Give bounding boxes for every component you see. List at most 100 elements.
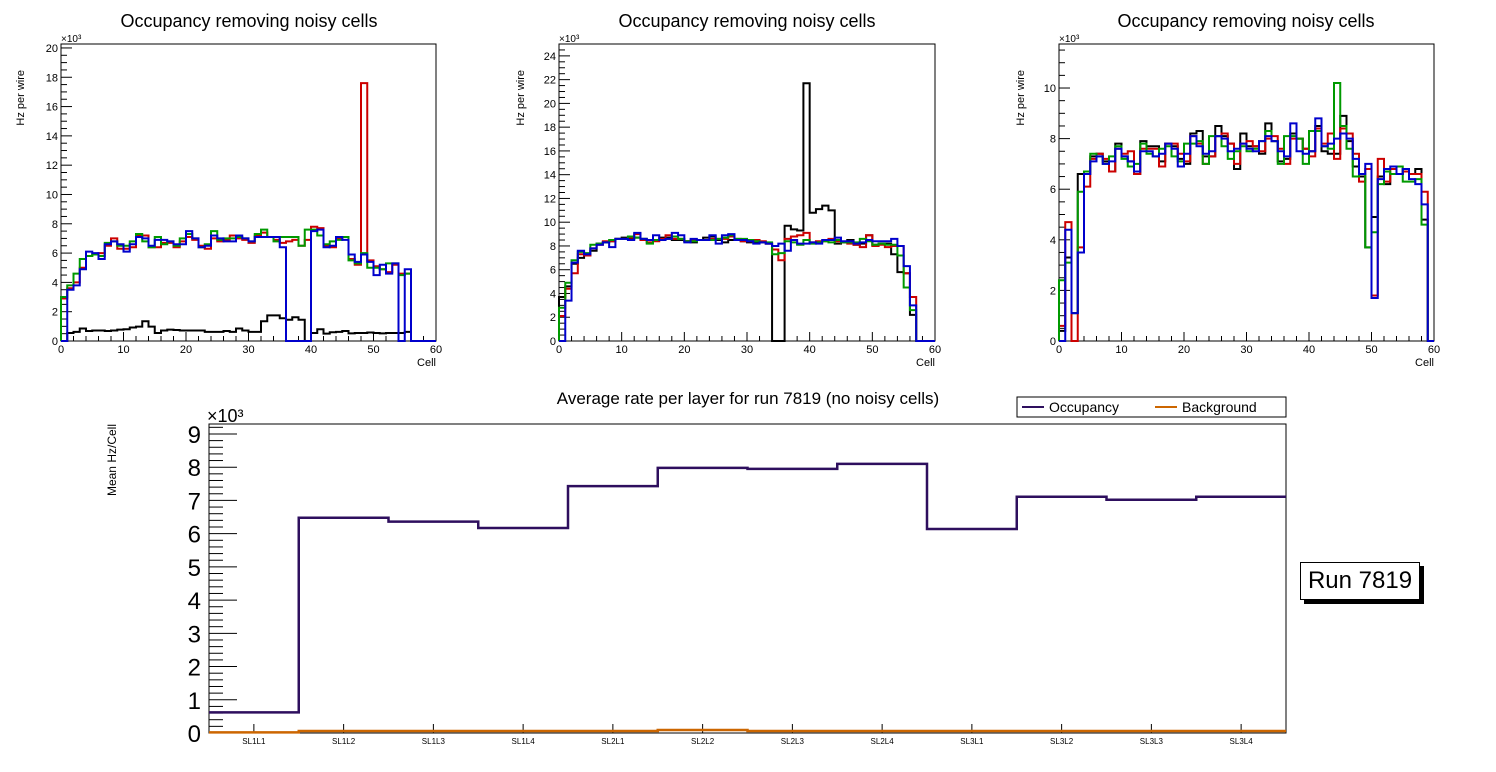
y-tick-label: 4 bbox=[52, 277, 58, 289]
histogram-series-green bbox=[558, 234, 935, 342]
y-tick-label: 10 bbox=[46, 189, 58, 201]
panel-title: Occupancy removing noisy cells bbox=[1117, 11, 1374, 31]
y-tick-label: 16 bbox=[46, 102, 58, 114]
panel-title: Occupancy removing noisy cells bbox=[120, 11, 377, 31]
x-tick-label: SL1L4 bbox=[512, 737, 536, 746]
x-tick-label: 50 bbox=[1365, 344, 1377, 356]
histogram-series-black bbox=[558, 82, 935, 342]
x-tick-label: SL2L3 bbox=[781, 737, 805, 746]
y-tick-label: 0 bbox=[52, 336, 58, 348]
histogram-panel-2: Occupancy removing noisy cells Hz per wir… bbox=[515, 11, 941, 369]
y-axis-exponent: ×10³ bbox=[61, 34, 82, 45]
panel-title: Occupancy removing noisy cells bbox=[618, 11, 875, 31]
y-tick-label: 20 bbox=[544, 98, 556, 110]
x-tick-label: 60 bbox=[929, 344, 941, 356]
x-tick-label: 10 bbox=[1115, 344, 1127, 356]
x-tick-label: SL1L1 bbox=[242, 737, 266, 746]
x-tick-label: 0 bbox=[556, 344, 562, 356]
histogram-series-black bbox=[61, 314, 436, 342]
histogram-series-blue bbox=[559, 231, 935, 342]
x-tick-label: 30 bbox=[242, 344, 254, 356]
histogram-panel-3: Occupancy removing noisy cells Hz per wir… bbox=[1015, 11, 1440, 369]
x-tick-label: 60 bbox=[430, 344, 442, 356]
x-tick-label: 40 bbox=[305, 344, 317, 356]
y-axis-exponent: ×10³ bbox=[1059, 34, 1080, 45]
histogram-series-blue bbox=[61, 228, 436, 342]
y-tick-label: 4 bbox=[550, 288, 556, 300]
layer-rate-chart: Average rate per layer for run 7819 (no … bbox=[105, 389, 1287, 748]
y-tick-label: 14 bbox=[544, 170, 556, 182]
x-tick-label: 10 bbox=[117, 344, 129, 356]
x-tick-label: SL2L2 bbox=[691, 737, 715, 746]
x-tick-label: 0 bbox=[1056, 344, 1062, 356]
y-tick-label: 2 bbox=[52, 307, 58, 319]
x-tick-label: 40 bbox=[804, 344, 816, 356]
y-tick-label: 16 bbox=[544, 146, 556, 158]
chart-title: Average rate per layer for run 7819 (no … bbox=[557, 389, 939, 408]
y-tick-label: 7 bbox=[188, 488, 201, 515]
legend-label-occupancy: Occupancy bbox=[1049, 399, 1119, 415]
y-tick-label: 12 bbox=[544, 193, 556, 205]
y-tick-label: 0 bbox=[1050, 336, 1056, 348]
y-tick-label: 4 bbox=[188, 588, 201, 615]
y-axis-label: Hz per wire bbox=[15, 70, 27, 126]
histogram-series-red bbox=[558, 231, 935, 342]
y-axis-label: Hz per wire bbox=[1015, 70, 1027, 126]
x-tick-label: SL1L3 bbox=[422, 737, 446, 746]
x-tick-label: SL1L2 bbox=[332, 737, 356, 746]
x-tick-label: 30 bbox=[1240, 344, 1252, 356]
y-tick-label: 8 bbox=[52, 219, 58, 231]
x-tick-label: 50 bbox=[866, 344, 878, 356]
y-tick-label: 8 bbox=[550, 241, 556, 253]
legend-label-background: Background bbox=[1182, 399, 1257, 415]
x-tick-label: 30 bbox=[741, 344, 753, 356]
run-label-box: Run 7819 bbox=[1300, 562, 1420, 600]
y-tick-label: 5 bbox=[188, 555, 201, 582]
y-axis-exponent: ×10³ bbox=[559, 34, 580, 45]
y-tick-label: 3 bbox=[188, 621, 201, 648]
y-tick-label: 8 bbox=[1050, 134, 1056, 146]
y-tick-label: 18 bbox=[544, 122, 556, 134]
y-tick-label: 10 bbox=[544, 217, 556, 229]
y-tick-label: 2 bbox=[188, 655, 201, 682]
y-tick-label: 6 bbox=[52, 248, 58, 260]
step-series-occupancy bbox=[209, 462, 1286, 714]
x-tick-label: SL3L1 bbox=[960, 737, 984, 746]
y-axis-label: Mean Hz/Cell bbox=[105, 424, 119, 496]
y-tick-label: 2 bbox=[1050, 285, 1056, 297]
x-tick-label: 20 bbox=[180, 344, 192, 356]
plot-frame bbox=[208, 423, 1287, 734]
x-tick-label: SL3L2 bbox=[1050, 737, 1074, 746]
x-tick-label: SL3L3 bbox=[1140, 737, 1164, 746]
x-tick-label: 10 bbox=[616, 344, 628, 356]
y-tick-label: 1 bbox=[188, 688, 201, 715]
y-tick-label: 6 bbox=[1050, 184, 1056, 196]
legend-box bbox=[1016, 396, 1287, 418]
y-axis-label: Hz per wire bbox=[515, 70, 527, 126]
y-tick-label: 2 bbox=[550, 312, 556, 324]
x-tick-label: 50 bbox=[367, 344, 379, 356]
y-axis-exponent: ×10³ bbox=[207, 406, 244, 426]
y-tick-label: 18 bbox=[46, 72, 58, 84]
x-tick-label: SL3L4 bbox=[1230, 737, 1254, 746]
step-series-background bbox=[209, 728, 1286, 734]
plot-frame bbox=[558, 43, 936, 342]
y-tick-label: 0 bbox=[550, 336, 556, 348]
y-tick-label: 6 bbox=[188, 522, 201, 549]
y-tick-label: 12 bbox=[46, 160, 58, 172]
x-tick-label: 20 bbox=[678, 344, 690, 356]
x-axis-label: Cell bbox=[916, 357, 935, 369]
y-tick-label: 10 bbox=[1044, 83, 1056, 95]
legend: Occupancy Background bbox=[1016, 396, 1287, 418]
histogram-series-green bbox=[1058, 81, 1434, 342]
x-tick-label: SL2L4 bbox=[871, 737, 895, 746]
histogram-series-green bbox=[60, 228, 436, 342]
y-tick-label: 4 bbox=[1050, 235, 1056, 247]
y-tick-label: 24 bbox=[544, 51, 556, 63]
y-tick-label: 9 bbox=[188, 422, 201, 449]
x-tick-label: 20 bbox=[1178, 344, 1190, 356]
run-label: Run 7819 bbox=[1307, 567, 1413, 594]
y-tick-label: 0 bbox=[188, 721, 201, 748]
x-tick-label: 60 bbox=[1428, 344, 1440, 356]
histogram-series-red bbox=[60, 82, 436, 342]
